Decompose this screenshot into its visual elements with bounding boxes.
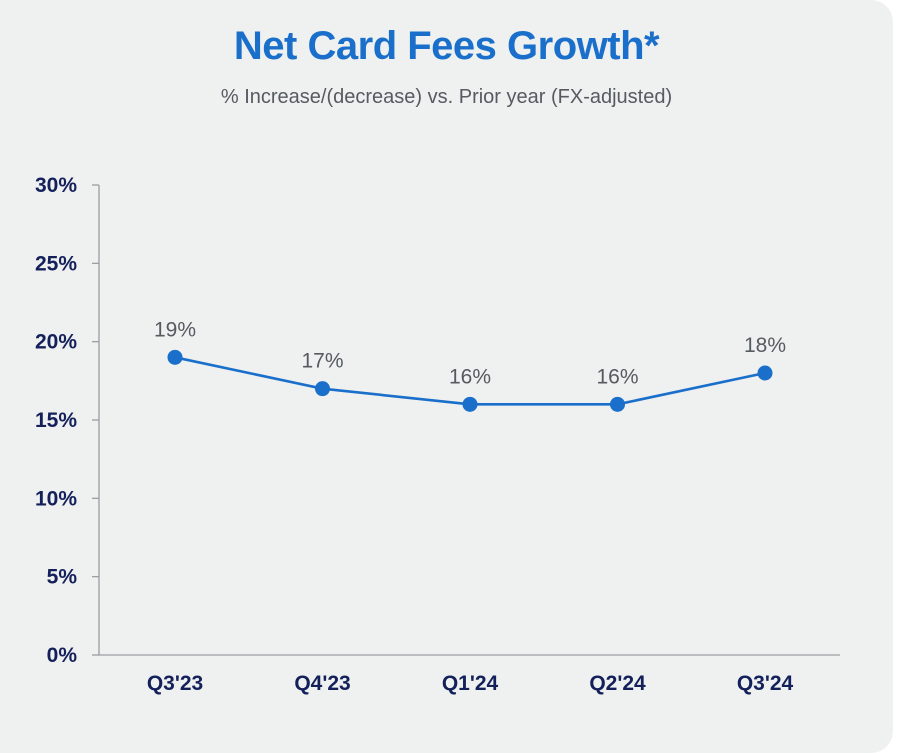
y-tick-label: 20%	[35, 331, 77, 354]
y-tick-label: 10%	[35, 487, 77, 510]
data-label: 18%	[744, 334, 786, 357]
y-tick-label: 15%	[35, 409, 77, 432]
data-label: 17%	[301, 350, 343, 373]
y-tick-label: 5%	[47, 566, 78, 589]
y-tick-label: 0%	[47, 644, 78, 667]
y-axis-ticks: 0% 5% 10% 15% 20% 25% 30%	[35, 174, 99, 667]
data-point	[462, 396, 478, 412]
data-point	[167, 349, 183, 365]
x-tick-label: Q2'24	[589, 672, 646, 695]
data-point	[757, 365, 773, 381]
chart-axes	[98, 185, 840, 656]
x-tick-label: Q3'23	[147, 672, 203, 695]
x-tick-label: Q4'23	[294, 672, 350, 695]
y-tick-label: 30%	[35, 174, 77, 197]
x-axis-ticks: Q3'23 Q4'23 Q1'24 Q2'24 Q3'24	[147, 672, 794, 695]
data-point	[315, 381, 330, 397]
x-tick-label: Q1'24	[442, 672, 499, 695]
chart-title: Net Card Fees Growth*	[233, 24, 660, 68]
series-group	[167, 349, 773, 412]
data-labels: 19% 17% 16% 16% 18%	[154, 318, 786, 388]
data-label: 19%	[154, 318, 196, 341]
y-tick-label: 25%	[35, 252, 77, 275]
chart-subtitle: % Increase/(decrease) vs. Prior year (FX…	[220, 86, 673, 108]
x-tick-label: Q3'24	[737, 672, 794, 695]
data-label: 16%	[449, 365, 491, 388]
data-label: 16%	[596, 365, 638, 388]
data-point	[610, 396, 625, 412]
